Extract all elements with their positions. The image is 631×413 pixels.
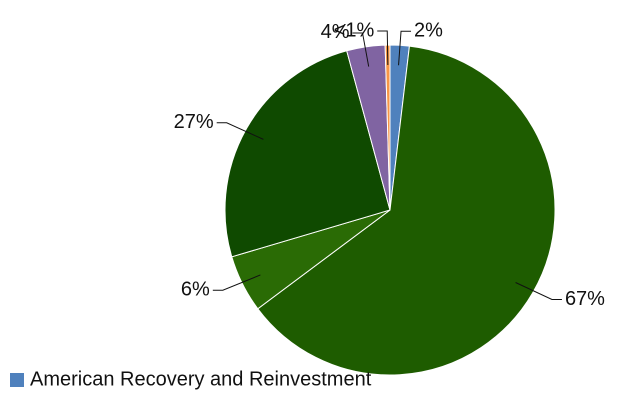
leader-line bbox=[216, 122, 264, 140]
data-label: 6% bbox=[181, 278, 210, 300]
leader-line bbox=[515, 282, 562, 300]
leader-line bbox=[377, 30, 389, 66]
data-label: 2% bbox=[414, 20, 443, 42]
leader-line bbox=[212, 274, 261, 291]
leader-line bbox=[398, 30, 412, 66]
legend-marker bbox=[10, 373, 24, 387]
pie-slice bbox=[257, 45, 556, 376]
pie-slice bbox=[224, 50, 391, 258]
data-label: 4% bbox=[321, 21, 350, 43]
legend-label: American Recovery and Reinvestment bbox=[30, 368, 372, 390]
data-label: 67% bbox=[565, 288, 605, 310]
data-label: <1% bbox=[334, 19, 375, 41]
leader-line bbox=[352, 32, 370, 67]
data-label: 27% bbox=[174, 111, 214, 133]
